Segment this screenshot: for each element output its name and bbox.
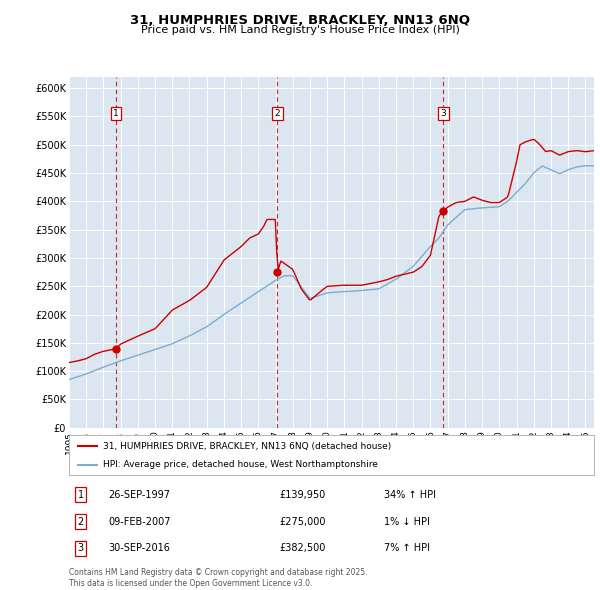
Text: 3: 3 [440,109,446,118]
Text: 34% ↑ HPI: 34% ↑ HPI [384,490,436,500]
Text: 1% ↓ HPI: 1% ↓ HPI [384,517,430,526]
Text: £139,950: £139,950 [279,490,325,500]
Text: HPI: Average price, detached house, West Northamptonshire: HPI: Average price, detached house, West… [103,460,378,469]
Text: 1: 1 [113,109,119,118]
Text: 31, HUMPHRIES DRIVE, BRACKLEY, NN13 6NQ (detached house): 31, HUMPHRIES DRIVE, BRACKLEY, NN13 6NQ … [103,441,391,451]
Text: 3: 3 [77,543,83,553]
Text: 31, HUMPHRIES DRIVE, BRACKLEY, NN13 6NQ: 31, HUMPHRIES DRIVE, BRACKLEY, NN13 6NQ [130,14,470,27]
Text: £382,500: £382,500 [279,543,325,553]
Text: 09-FEB-2007: 09-FEB-2007 [109,517,171,526]
Text: 2: 2 [275,109,280,118]
Text: Contains HM Land Registry data © Crown copyright and database right 2025.
This d: Contains HM Land Registry data © Crown c… [69,568,367,588]
Text: 26-SEP-1997: 26-SEP-1997 [109,490,170,500]
Text: 1: 1 [77,490,83,500]
Text: £275,000: £275,000 [279,517,325,526]
Text: 7% ↑ HPI: 7% ↑ HPI [384,543,430,553]
Text: 2: 2 [77,517,83,526]
Text: Price paid vs. HM Land Registry's House Price Index (HPI): Price paid vs. HM Land Registry's House … [140,25,460,35]
Text: 30-SEP-2016: 30-SEP-2016 [109,543,170,553]
